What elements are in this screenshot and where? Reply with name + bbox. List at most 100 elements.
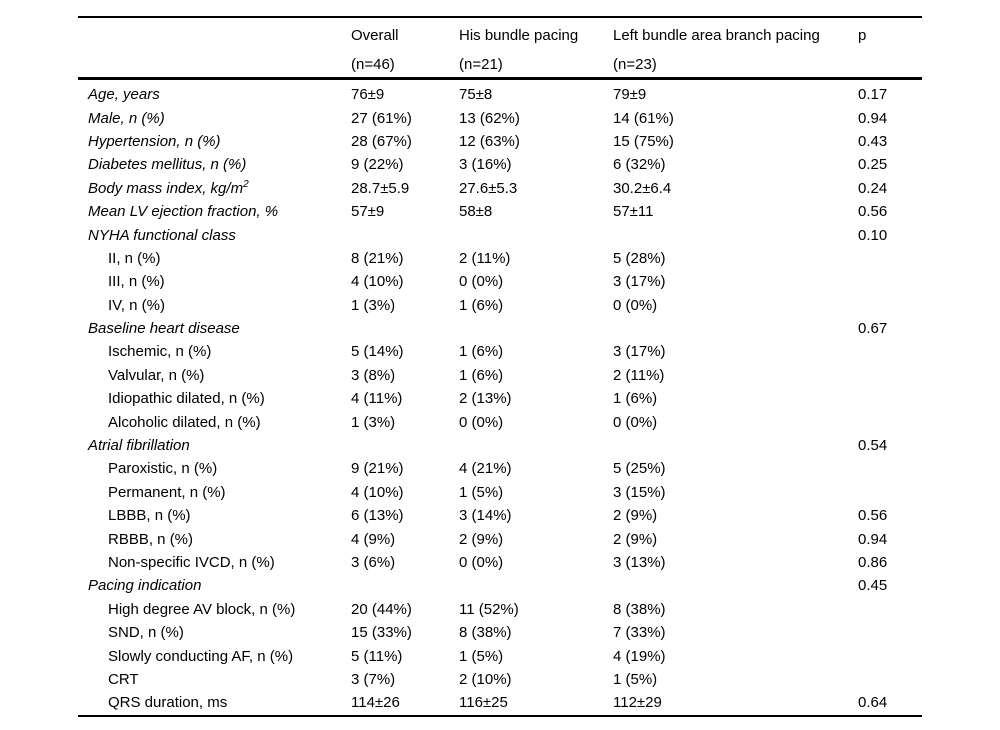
cell-his-bundle-pacing: 1 (5%) xyxy=(459,647,504,665)
row-label-superscript: 2 xyxy=(243,178,249,190)
table-header: Overall (n=46) His bundle pacing (n=21) … xyxy=(78,17,922,79)
table-row: High degree AV block, n (%) 20 (44%) 11 (5… xyxy=(78,598,922,621)
cell-left-bundle-area-branch-pacing xyxy=(613,317,858,340)
cell-p-value: 0.56 xyxy=(858,203,888,221)
cell-left-bundle-area-branch-pacing: 0 (0%) xyxy=(613,413,658,431)
cell-p-value xyxy=(858,247,922,270)
cell-p-value xyxy=(858,481,922,504)
cell-left-bundle-area-branch-pacing: 1 (5%) xyxy=(613,670,658,688)
cell-p-value: 0.43 xyxy=(858,132,888,150)
row-label: Atrial fibrillation xyxy=(88,437,190,455)
cell-his-bundle-pacing: 0 (0%) xyxy=(459,273,504,291)
table-row: SND, n (%) 15 (33%) 8 (38%) 7 (33%) xyxy=(78,621,922,644)
cell-left-bundle-area-branch-pacing: 2 (9%) xyxy=(613,530,658,548)
table-row: Baseline heart disease 0.67 xyxy=(78,317,922,340)
cell-p-value: 0.54 xyxy=(858,437,888,455)
table-row: RBBB, n (%) 4 (9%) 2 (9%) 2 (9%) 0.94 xyxy=(78,527,922,550)
cell-left-bundle-area-branch-pacing: 2 (11%) xyxy=(613,366,665,384)
cell-overall: 8 (21%) xyxy=(351,249,404,267)
row-label: Ischemic, n (%) xyxy=(108,343,212,361)
cell-his-bundle-pacing: 2 (9%) xyxy=(459,530,504,548)
cell-his-bundle-pacing: 2 (13%) xyxy=(459,390,512,408)
table-row: Valvular, n (%) 3 (8%) 1 (6%) 2 (11%) xyxy=(78,364,922,387)
row-label: Male, n (%) xyxy=(88,109,165,127)
row-label: II, n (%) xyxy=(108,249,161,267)
cell-left-bundle-area-branch-pacing xyxy=(613,574,858,597)
cell-overall: 27 (61%) xyxy=(351,109,412,127)
row-label: LBBB, n (%) xyxy=(108,507,191,525)
cell-left-bundle-area-branch-pacing: 5 (28%) xyxy=(613,249,666,267)
cell-overall: 15 (33%) xyxy=(351,624,412,642)
cell-his-bundle-pacing: 1 (6%) xyxy=(459,296,504,314)
table-row: Hypertension, n (%) 28 (67%) 12 (63%) 15 (7… xyxy=(78,130,922,153)
cell-overall: 57±9 xyxy=(351,203,385,221)
table-container: Overall (n=46) His bundle pacing (n=21) … xyxy=(78,16,922,717)
header-lbbap-n: (n=23) xyxy=(613,56,657,73)
cell-left-bundle-area-branch-pacing: 7 (33%) xyxy=(613,624,666,642)
cell-his-bundle-pacing: 2 (10%) xyxy=(459,670,512,688)
cell-his-bundle-pacing: 3 (14%) xyxy=(459,507,512,525)
table-row: Alcoholic dilated, n (%) 1 (3%) 0 (0%) 0 (0… xyxy=(78,410,922,433)
table-row: QRS duration, ms 114±26 116±25 112±29 0.64 xyxy=(78,691,922,715)
row-label: High degree AV block, n (%) xyxy=(108,600,296,618)
header-overall-n: (n=46) xyxy=(351,56,395,73)
cell-left-bundle-area-branch-pacing: 5 (25%) xyxy=(613,460,666,478)
cell-his-bundle-pacing: 0 (0%) xyxy=(459,554,504,571)
cell-overall: 5 (11%) xyxy=(351,647,403,665)
header-p-cell: p xyxy=(858,17,922,79)
cell-left-bundle-area-branch-pacing: 2 (9%) xyxy=(613,507,658,525)
header-lbbap-cell: Left bundle area branch pacing (n=23) xyxy=(613,17,858,79)
row-label: QRS duration, ms xyxy=(108,694,228,712)
table-row: Mean LV ejection fraction, % 57±9 58±8 57±1… xyxy=(78,200,922,223)
row-label: Pacing indication xyxy=(88,577,202,595)
table-row: Diabetes mellitus, n (%) 9 (22%) 3 (16%) 6 … xyxy=(78,153,922,176)
cell-his-bundle-pacing: 11 (52%) xyxy=(459,600,519,618)
cell-overall: 3 (7%) xyxy=(351,670,396,688)
cell-left-bundle-area-branch-pacing: 6 (32%) xyxy=(613,156,666,174)
table-row: Paroxistic, n (%) 9 (21%) 4 (21%) 5 (25%) xyxy=(78,457,922,480)
cell-overall xyxy=(351,223,459,246)
table-row: Slowly conducting AF, n (%) 5 (11%) 1 (5%)… xyxy=(78,644,922,667)
header-his-bundle-n: (n=21) xyxy=(459,56,503,73)
cell-overall: 4 (11%) xyxy=(351,390,403,408)
cell-left-bundle-area-branch-pacing: 3 (15%) xyxy=(613,483,666,501)
cell-left-bundle-area-branch-pacing: 8 (38%) xyxy=(613,600,666,618)
row-label: Slowly conducting AF, n (%) xyxy=(108,647,294,665)
cell-his-bundle-pacing: 58±8 xyxy=(459,203,493,221)
row-label: RBBB, n (%) xyxy=(108,530,194,548)
cell-overall: 5 (14%) xyxy=(351,343,404,361)
row-label: Paroxistic, n (%) xyxy=(108,460,218,478)
cell-overall: 4 (10%) xyxy=(351,273,404,291)
row-label: Idiopathic dilated, n (%) xyxy=(108,390,265,408)
table-body: Age, years 76±9 75±8 79±9 0.17 Male, n (%) 27 … xyxy=(78,79,922,716)
header-overall-cell: Overall (n=46) xyxy=(351,17,459,79)
row-label: Age, years xyxy=(88,86,160,104)
cell-his-bundle-pacing xyxy=(459,574,613,597)
table-row: Idiopathic dilated, n (%) 4 (11%) 2 (13%) 1… xyxy=(78,387,922,410)
cell-his-bundle-pacing: 1 (6%) xyxy=(459,343,504,361)
row-label: Mean LV ejection fraction, % xyxy=(88,203,279,221)
cell-his-bundle-pacing: 116±25 xyxy=(459,694,508,712)
cell-p-value xyxy=(858,457,922,480)
cell-left-bundle-area-branch-pacing: 3 (17%) xyxy=(613,343,666,361)
cell-p-value xyxy=(858,410,922,433)
cell-overall xyxy=(351,434,459,457)
cell-left-bundle-area-branch-pacing xyxy=(613,434,858,457)
cell-overall: 4 (9%) xyxy=(351,530,396,548)
table-row: II, n (%) 8 (21%) 2 (11%) 5 (28%) xyxy=(78,247,922,270)
table-row: NYHA functional class 0.10 xyxy=(78,223,922,246)
row-label: Valvular, n (%) xyxy=(108,366,205,384)
cell-overall: 114±26 xyxy=(351,694,400,712)
table-row: Ischemic, n (%) 5 (14%) 1 (6%) 3 (17%) xyxy=(78,340,922,363)
cell-p-value xyxy=(858,270,922,293)
cell-overall: 9 (21%) xyxy=(351,460,404,478)
patient-characteristics-table: Overall (n=46) His bundle pacing (n=21) … xyxy=(78,16,922,717)
cell-p-value: 0.67 xyxy=(858,320,888,338)
table-row: III, n (%) 4 (10%) 0 (0%) 3 (17%) xyxy=(78,270,922,293)
cell-left-bundle-area-branch-pacing: 57±11 xyxy=(613,203,654,221)
cell-overall: 1 (3%) xyxy=(351,413,396,431)
cell-p-value xyxy=(858,294,922,317)
cell-left-bundle-area-branch-pacing: 4 (19%) xyxy=(613,647,666,665)
cell-p-value xyxy=(858,598,922,621)
cell-his-bundle-pacing xyxy=(459,434,613,457)
